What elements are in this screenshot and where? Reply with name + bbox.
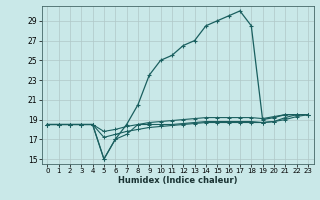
X-axis label: Humidex (Indice chaleur): Humidex (Indice chaleur) bbox=[118, 176, 237, 185]
